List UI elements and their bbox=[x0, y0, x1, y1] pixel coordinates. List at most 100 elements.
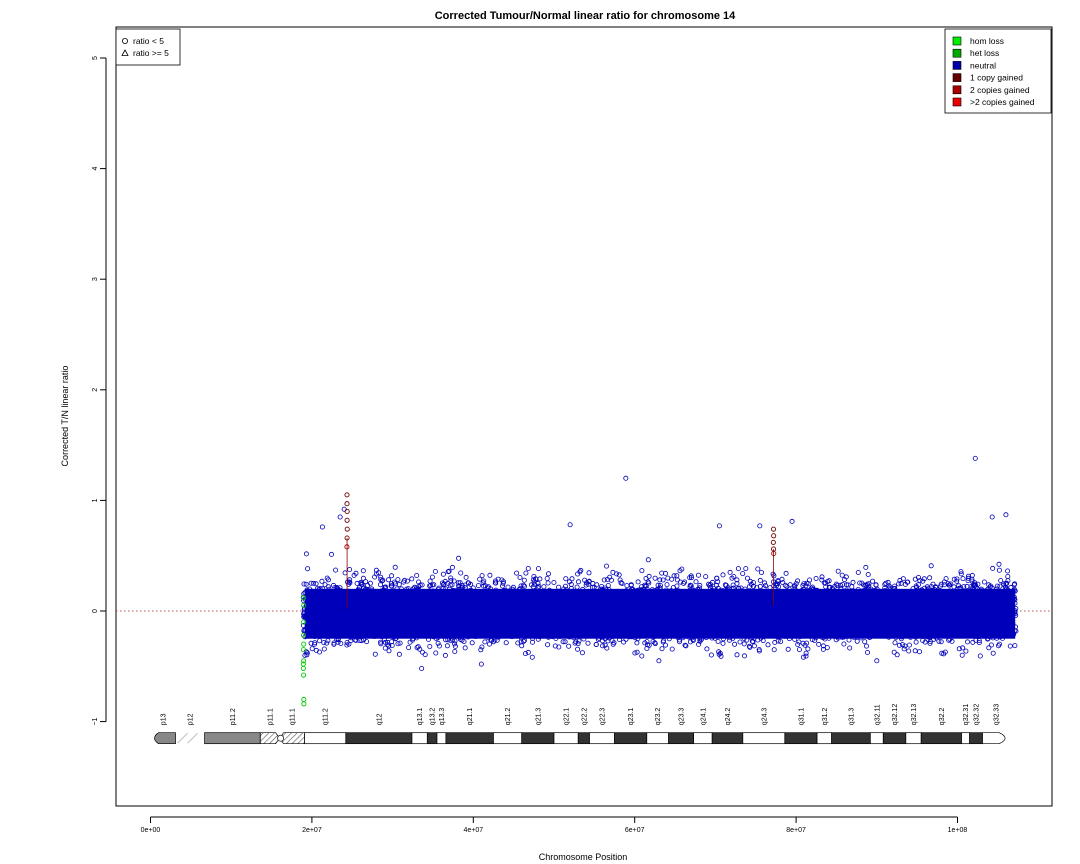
neutral-point bbox=[894, 652, 900, 658]
neutral-point bbox=[996, 561, 1002, 567]
neutral-point bbox=[546, 571, 552, 577]
neutral-point bbox=[972, 580, 978, 586]
neutral-point bbox=[576, 579, 582, 585]
ideogram-band bbox=[553, 732, 579, 745]
neutral-point bbox=[388, 583, 394, 589]
neutral-point bbox=[435, 640, 441, 646]
ideogram-band bbox=[869, 732, 884, 745]
ideogram-band-label: q24.3 bbox=[761, 708, 768, 726]
neutral-point bbox=[385, 639, 391, 645]
neutral-point bbox=[917, 649, 923, 655]
neutral-point bbox=[386, 648, 392, 654]
neutral-point bbox=[469, 640, 475, 646]
ideogram-band bbox=[982, 732, 1006, 745]
ideogram-band bbox=[961, 732, 970, 745]
neutral-point bbox=[392, 564, 398, 570]
ideogram-stalk bbox=[187, 732, 198, 744]
neutral-point bbox=[482, 639, 488, 645]
neutral-point bbox=[444, 643, 450, 649]
neutral-point bbox=[376, 570, 382, 576]
neutral-point bbox=[372, 574, 378, 580]
ideogram-band-label: q31.1 bbox=[798, 708, 805, 726]
neutral-point bbox=[870, 578, 876, 584]
neutral-point bbox=[624, 583, 630, 589]
neutral-point bbox=[816, 641, 822, 647]
neutral-point bbox=[521, 577, 527, 583]
neutral-point bbox=[862, 639, 868, 645]
ideogram-band-label: q32.2 bbox=[939, 708, 946, 726]
neutral-point bbox=[452, 649, 458, 655]
plot-frame bbox=[115, 26, 1053, 807]
neutral-point bbox=[941, 651, 947, 657]
neutral-point bbox=[618, 580, 624, 586]
neutral-point bbox=[604, 645, 610, 651]
neutral-point bbox=[321, 646, 327, 652]
neutral-point bbox=[727, 569, 733, 575]
ideogram-centromere-p bbox=[259, 732, 281, 745]
ideogram-band bbox=[646, 732, 669, 745]
neutral-point bbox=[1012, 643, 1018, 649]
neutral-point bbox=[959, 652, 965, 658]
ideogram-band-label: q22.3 bbox=[600, 708, 607, 726]
neutral-point bbox=[922, 639, 928, 645]
neutral-point bbox=[639, 653, 645, 659]
ideogram-band-label: q32.13 bbox=[911, 704, 918, 726]
neutral-point bbox=[309, 646, 315, 652]
neutral-point bbox=[646, 642, 652, 648]
neutral-point bbox=[319, 578, 325, 584]
neutral-point bbox=[755, 566, 761, 572]
ideogram-band bbox=[905, 732, 922, 745]
neutral-point bbox=[913, 639, 919, 645]
ideogram-band-label: q11.1 bbox=[290, 708, 297, 725]
neutral-point bbox=[802, 642, 808, 648]
neutral-point bbox=[988, 583, 994, 589]
ideogram-band-label: q23.3 bbox=[679, 708, 686, 726]
ideogram-band bbox=[614, 732, 648, 745]
neutral-point bbox=[634, 649, 640, 655]
neutral-point bbox=[605, 583, 611, 589]
ideogram-band bbox=[742, 732, 786, 745]
neutral-point bbox=[977, 653, 983, 659]
neutral-point bbox=[892, 640, 898, 646]
neutral-point bbox=[855, 570, 861, 576]
ideogram-band-label: q22.2 bbox=[581, 708, 588, 726]
neutral-point bbox=[785, 646, 791, 652]
neutral-point bbox=[523, 651, 529, 657]
neutral-point bbox=[825, 579, 831, 585]
neutral-point bbox=[958, 571, 964, 577]
neutral-point bbox=[532, 581, 538, 587]
neutral-point bbox=[586, 570, 592, 576]
neutral-point bbox=[682, 579, 688, 585]
neutral-point bbox=[665, 575, 671, 581]
neutral-point bbox=[455, 580, 461, 586]
neutral-point bbox=[331, 641, 337, 647]
neutral-point bbox=[604, 577, 610, 583]
neutral-point bbox=[840, 582, 846, 588]
neutral-point bbox=[717, 650, 723, 656]
neutral-point bbox=[414, 645, 420, 651]
neutral-point bbox=[1005, 568, 1011, 574]
neutral-point bbox=[525, 649, 531, 655]
neutral-point bbox=[951, 584, 957, 590]
neutral-point bbox=[864, 643, 870, 649]
neutral-point bbox=[757, 577, 763, 583]
neutral-point bbox=[389, 643, 395, 649]
chart-title: Corrected Tumour/Normal linear ratio for… bbox=[435, 10, 736, 22]
ideogram-band bbox=[445, 732, 494, 745]
neutral-point bbox=[321, 640, 327, 646]
neutral-point bbox=[487, 572, 493, 578]
neutral-point bbox=[1004, 580, 1010, 586]
neutral-point bbox=[885, 579, 891, 585]
neutral-point bbox=[687, 639, 693, 645]
neutral-point bbox=[732, 641, 738, 647]
neutral-point bbox=[915, 582, 921, 588]
neutral-point bbox=[734, 652, 740, 658]
neutral-point bbox=[813, 576, 819, 582]
neutral-point bbox=[927, 575, 933, 581]
neutral-point bbox=[311, 580, 317, 586]
ideogram-band bbox=[493, 732, 523, 745]
neutral-point bbox=[842, 577, 848, 583]
neutral-point bbox=[996, 567, 1002, 573]
ideogram-band bbox=[426, 732, 438, 745]
